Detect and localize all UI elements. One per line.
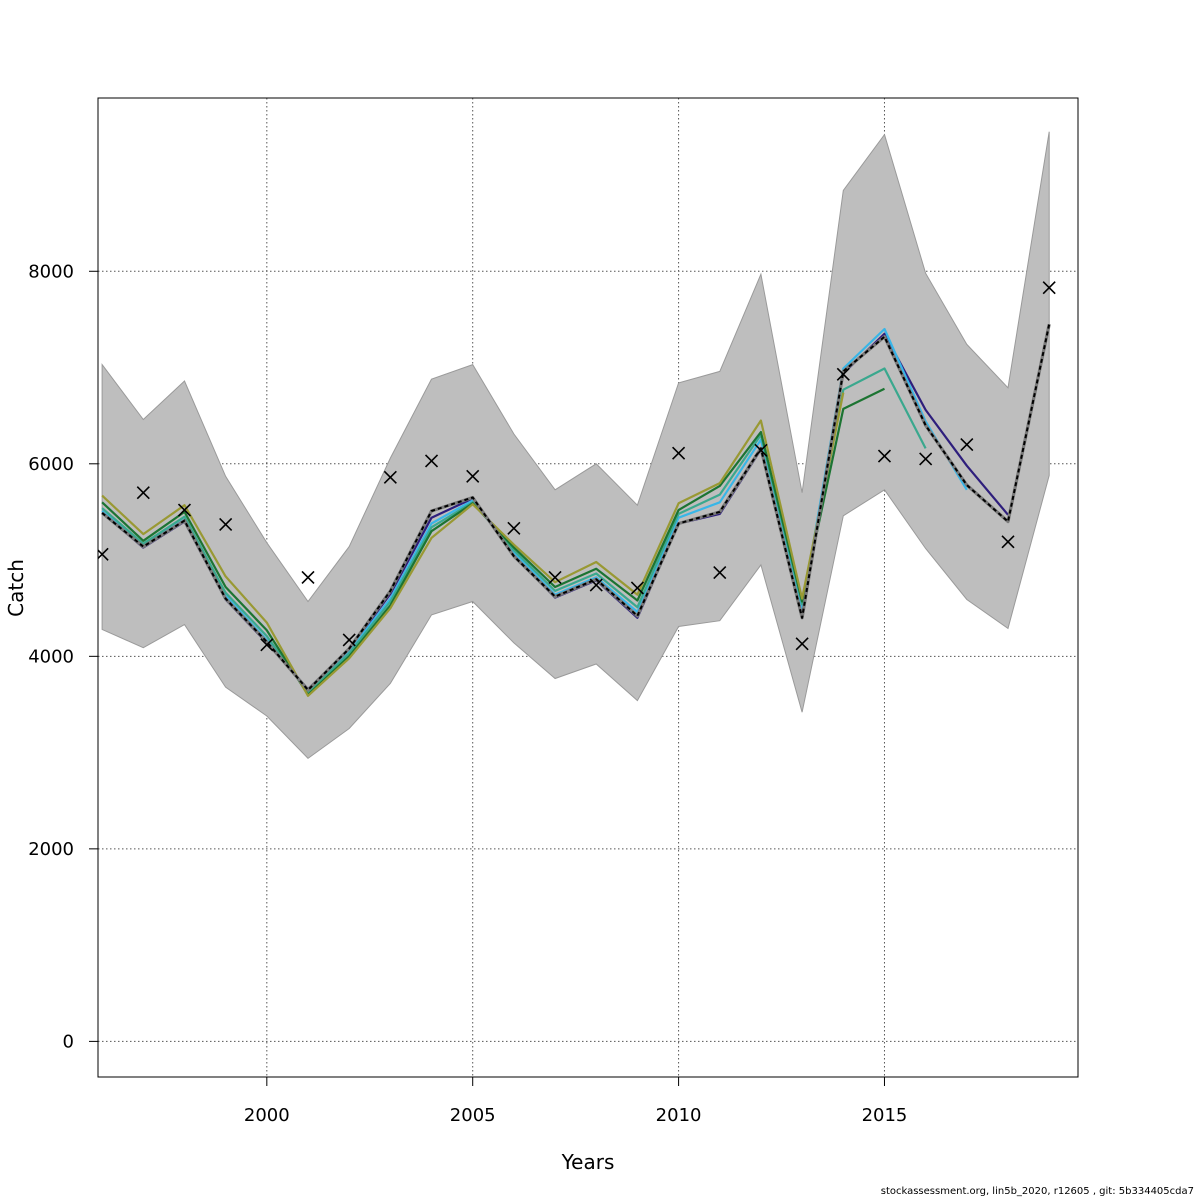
observed-point-2018 — [1001, 535, 1015, 549]
y-axis-title: Catch — [4, 559, 28, 617]
series-layer — [101, 323, 1051, 697]
x-tick-label-2000: 2000 — [244, 1105, 290, 1126]
observed-point-2009 — [630, 581, 644, 595]
observed-point-2016 — [919, 452, 933, 466]
observed-point-2011 — [713, 566, 727, 580]
observed-point-2013 — [795, 637, 809, 651]
observed-point-2003 — [383, 470, 397, 484]
observed-point-2005 — [466, 469, 480, 483]
observed-point-2010 — [672, 446, 686, 460]
observed-point-2019 — [1042, 281, 1056, 295]
y-tick-label-4000: 4000 — [28, 646, 74, 667]
observed-point-2017 — [960, 437, 974, 452]
y-tick-label-0: 0 — [63, 1031, 74, 1052]
x-tick-label-2005: 2005 — [450, 1105, 496, 1126]
y-tick-label-2000: 2000 — [28, 839, 74, 860]
observed-point-2007 — [548, 570, 562, 584]
observed-point-2006 — [507, 521, 521, 535]
axes: 2000 2005 2010 2015 0 2000 4000 6000 8000 — [28, 261, 907, 1126]
observed-point-1997 — [136, 486, 150, 500]
observed-point-2001 — [301, 570, 315, 584]
observed-point-2008 — [589, 578, 603, 592]
observed-point-2000 — [260, 638, 274, 652]
y-tick-label-8000: 8000 — [28, 261, 74, 282]
observed-point-2015 — [877, 449, 892, 463]
confidence-band-layer — [101, 131, 1050, 760]
observed-point-2002 — [342, 633, 356, 647]
confidence-band — [101, 131, 1050, 760]
x-tick-label-2010: 2010 — [656, 1105, 702, 1126]
x-tick-label-2015: 2015 — [862, 1105, 908, 1126]
x-axis-title: Years — [561, 1150, 615, 1174]
series-line-5 — [101, 323, 1051, 691]
series-line-4 — [101, 392, 845, 697]
observed-point-1999 — [219, 517, 233, 532]
observed-catch-layer — [98, 281, 1056, 652]
observed-point-2012 — [754, 443, 768, 457]
observed-point-1998 — [177, 503, 192, 517]
y-tick-label-6000: 6000 — [28, 454, 74, 475]
observed-point-2014 — [836, 367, 850, 381]
footer-credit: stockassessment.org, lin5b_2020, r12605 … — [880, 1186, 1194, 1197]
observed-point-2004 — [424, 454, 439, 468]
plot-frame — [97, 97, 1079, 1078]
